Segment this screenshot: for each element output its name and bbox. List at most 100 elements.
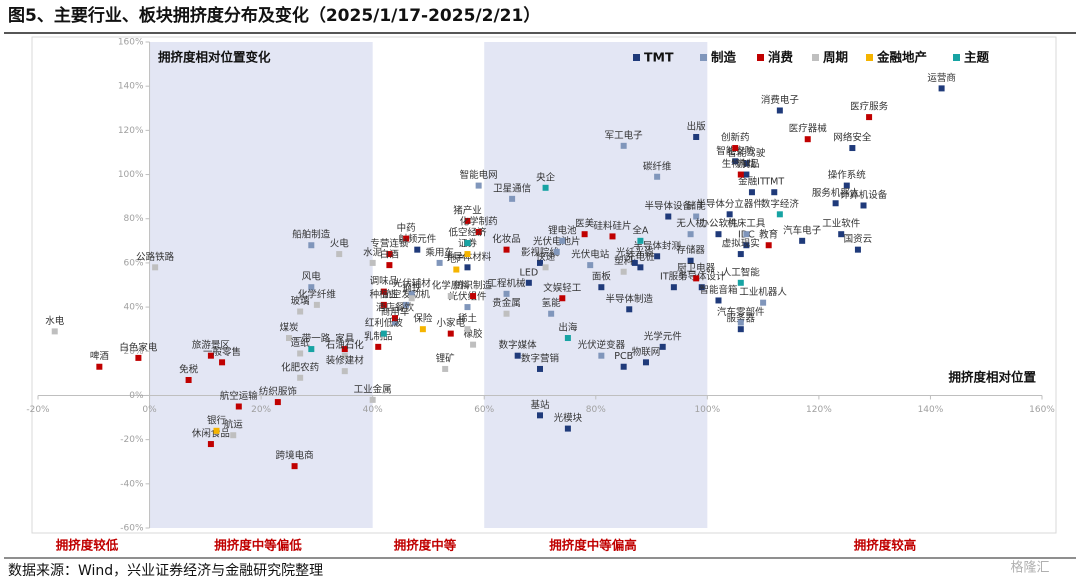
point bbox=[637, 237, 644, 244]
region-label: 拥挤度中等偏高 bbox=[549, 538, 637, 553]
point bbox=[391, 319, 398, 326]
point bbox=[470, 341, 477, 348]
point-label: 影视院线 bbox=[521, 246, 560, 258]
point-label: 纺织服饰 bbox=[259, 386, 297, 398]
point-label: 医疗器械 bbox=[789, 123, 828, 135]
point bbox=[308, 284, 315, 291]
point-label: 塑料 bbox=[614, 255, 634, 267]
point bbox=[760, 299, 767, 306]
point bbox=[737, 171, 744, 178]
point-label: 水电 bbox=[45, 315, 65, 327]
point bbox=[631, 259, 638, 266]
point bbox=[391, 315, 398, 322]
point bbox=[637, 264, 644, 271]
point-label: 公路铁路 bbox=[136, 251, 175, 263]
point-label: 水泥 bbox=[363, 246, 383, 258]
point-label: 央企 bbox=[536, 171, 556, 183]
point bbox=[832, 200, 839, 207]
point-label: 旅游景区 bbox=[192, 339, 231, 351]
point-label: 半导体封测 bbox=[633, 240, 681, 252]
point-label: 工业机器人 bbox=[739, 286, 787, 298]
point bbox=[503, 246, 510, 253]
point-label: 休闲食品 bbox=[192, 428, 230, 440]
point-label: 汽车零部件 bbox=[717, 306, 765, 318]
point-label: 船舶制造 bbox=[292, 229, 331, 241]
point-label: 文娱轻工 bbox=[543, 282, 582, 294]
point bbox=[776, 107, 783, 114]
point bbox=[938, 85, 945, 92]
point-label: 中药 bbox=[397, 222, 416, 234]
point-label: 硅料硅片 bbox=[594, 220, 632, 232]
point bbox=[553, 248, 560, 255]
point bbox=[587, 262, 594, 269]
point-label: 基站 bbox=[530, 399, 550, 411]
point bbox=[548, 310, 555, 317]
x-tick-label: 100% bbox=[694, 405, 720, 415]
point-label: 数字营销 bbox=[521, 352, 560, 364]
point bbox=[559, 295, 566, 302]
y-tick-label: 120% bbox=[118, 126, 144, 136]
point-label: 风电 bbox=[302, 271, 322, 283]
point bbox=[503, 310, 510, 317]
legend-label: 周期 bbox=[823, 50, 848, 65]
point-label: 锂矿 bbox=[436, 352, 456, 364]
point-label: 调味品 bbox=[370, 275, 399, 287]
point-label: 半导体分立器件 bbox=[696, 198, 763, 210]
legend-swatch bbox=[953, 54, 960, 61]
point bbox=[804, 136, 811, 143]
point-label: 物联网 bbox=[632, 346, 661, 358]
legend-label: 制造 bbox=[711, 50, 737, 65]
point-label: 人工智能 bbox=[722, 266, 761, 278]
point bbox=[743, 160, 750, 167]
point bbox=[51, 328, 58, 335]
point-label: 虚拟现实 bbox=[722, 238, 760, 250]
point bbox=[447, 293, 454, 300]
point bbox=[620, 142, 627, 149]
point-label: 乘用车 bbox=[425, 246, 454, 258]
legend-label: 消费 bbox=[768, 50, 794, 65]
point bbox=[849, 145, 856, 152]
point-label: 光伏电站 bbox=[571, 249, 610, 261]
point bbox=[609, 233, 616, 240]
point-label: 乳制品 bbox=[364, 330, 393, 342]
point-label: 种植业 bbox=[370, 288, 399, 300]
point bbox=[369, 396, 376, 403]
point-label: 游戏 bbox=[737, 158, 757, 170]
watermark: 格隆汇 bbox=[1010, 560, 1049, 576]
point-label: 数字媒体 bbox=[499, 339, 538, 351]
y-tick-label: 80% bbox=[124, 214, 144, 224]
point-label: 网络安全 bbox=[833, 132, 872, 144]
point-label: 储能 bbox=[687, 200, 707, 212]
point-label: 半导体制造 bbox=[605, 293, 653, 305]
x-tick-label: 20% bbox=[251, 405, 271, 415]
point bbox=[408, 290, 415, 297]
point bbox=[464, 304, 471, 311]
point bbox=[665, 213, 672, 220]
point-label: 军工电子 bbox=[605, 129, 644, 141]
x-tick-label: 80% bbox=[586, 405, 606, 415]
chart-title: 图5、主要行业、板块拥挤度分布及变化（2025/1/17-2025/2/21） bbox=[8, 5, 540, 26]
y-tick-label: -20% bbox=[120, 435, 144, 445]
point bbox=[213, 427, 220, 434]
point bbox=[654, 173, 661, 180]
y-tick-label: -40% bbox=[120, 479, 144, 489]
point bbox=[447, 330, 454, 337]
point-label: 服务机器人 bbox=[812, 187, 860, 199]
point-label: 医美 bbox=[575, 218, 595, 230]
point-label: 出海 bbox=[558, 322, 578, 334]
legend-swatch bbox=[812, 54, 819, 61]
point bbox=[715, 231, 722, 238]
point bbox=[693, 133, 700, 140]
point bbox=[743, 171, 750, 178]
point-label: 化学纤维 bbox=[298, 288, 337, 300]
point bbox=[403, 235, 410, 242]
point-label: 航空发动机 bbox=[382, 288, 430, 300]
point-label: 锂电池 bbox=[548, 224, 577, 236]
point bbox=[308, 242, 315, 249]
annotation: 拥挤度相对位置 bbox=[948, 370, 1036, 385]
bands bbox=[149, 42, 708, 528]
x-tick-label: -20% bbox=[26, 405, 50, 415]
